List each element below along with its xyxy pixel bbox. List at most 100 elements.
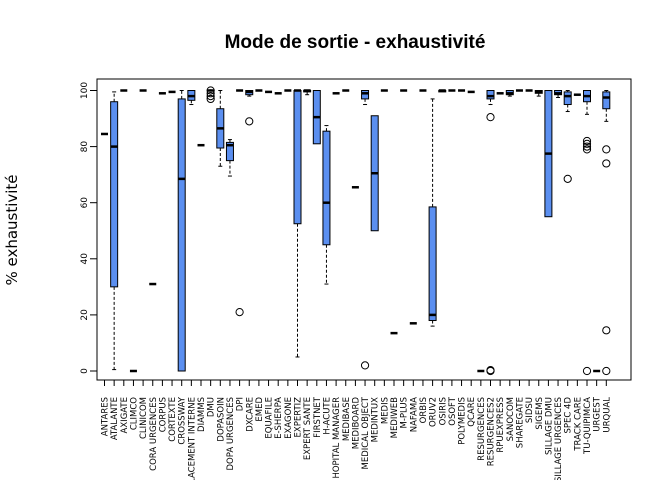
outlier-point	[206, 92, 215, 101]
box-iqr	[110, 101, 119, 288]
x-tick-label: URGEST	[593, 396, 603, 431]
box-osiris	[438, 89, 447, 93]
x-tick-label: SHAREGATE	[515, 397, 525, 448]
outlier-point	[602, 366, 611, 376]
x-tick-label: SANOCOM	[506, 397, 516, 441]
box-expertiz	[293, 89, 302, 358]
box-dopa-urgences	[225, 139, 234, 177]
outlier-point	[582, 139, 592, 148]
box-sillage-urgences	[554, 90, 563, 99]
box-iqr	[486, 90, 495, 100]
x-tick-label: EXPERTIZ	[294, 397, 304, 438]
x-tick-label: MEDICAL OBJECT	[361, 396, 371, 469]
box-medical-object	[360, 90, 370, 370]
x-tick-label: DPI	[236, 397, 246, 411]
box-crossway	[177, 90, 186, 372]
x-tick-label: DOPASOIN	[216, 397, 226, 442]
outlier-point	[206, 86, 215, 95]
outlier-point	[206, 89, 215, 98]
outlier-point	[582, 366, 592, 376]
x-tick-label: EMED	[255, 397, 265, 422]
outlier-point	[602, 326, 611, 335]
box-dmu	[206, 86, 215, 104]
box-firstnet	[312, 90, 321, 145]
box-iqr	[602, 91, 611, 110]
x-tick-label: RPUEXPRESS	[496, 397, 506, 453]
outlier-point	[582, 142, 592, 151]
box-h-acute	[322, 125, 331, 285]
box-atalante	[110, 91, 119, 371]
box-sillage-dmu	[544, 90, 553, 218]
outlier-point	[582, 136, 592, 146]
x-tick-label: CORPUS	[158, 397, 168, 432]
y-tick-label: 100	[80, 82, 90, 99]
x-tick-label: SPEC 4D	[564, 397, 574, 434]
x-tick-label: E-SHERPA	[274, 397, 284, 439]
x-tick-label: TU-QUIPIMCA	[583, 397, 593, 455]
y-axis-label: % exhaustivité	[3, 174, 21, 285]
x-tick-label: SILLAGE DMU	[544, 397, 554, 455]
x-tick-label: MEDINTUX	[371, 397, 381, 443]
box-urqual	[602, 90, 611, 376]
x-tick-label: URQUAL	[602, 397, 612, 433]
x-tick-label: HOPITAL MANAGER	[332, 397, 342, 479]
box-tu-quipimca	[582, 90, 592, 376]
x-tick-label: SIDSU	[525, 397, 535, 423]
box-iqr	[563, 91, 572, 106]
x-tick-label: SIGEMS	[535, 397, 545, 430]
box-iqr	[322, 130, 331, 246]
outlier-point	[563, 174, 572, 183]
x-tick-label: OSOFT	[448, 396, 458, 426]
x-tick-label: RESURGENCES2	[487, 397, 497, 466]
x-tick-label: M-PLUS	[400, 397, 410, 428]
outlier-point	[486, 366, 495, 375]
box-expert-sante	[303, 89, 312, 96]
y-tick-label: 40	[80, 253, 90, 265]
outlier-point	[245, 117, 254, 126]
x-tick-label: ORBIS	[419, 397, 429, 423]
box-iqr	[177, 98, 186, 372]
box-medintux	[370, 115, 379, 232]
boxes	[101, 86, 611, 376]
box-sanocom	[505, 90, 514, 97]
box-iqr	[361, 90, 370, 100]
box-dpi	[235, 89, 244, 317]
x-tick-label: TRACK CARE	[573, 397, 583, 452]
x-tick-label: CORTEXTE	[168, 397, 178, 442]
x-tick-label: EXAGONE	[284, 397, 294, 439]
box-sigems	[534, 90, 543, 97]
x-tick-label: DXCARE	[245, 397, 255, 432]
box-resurgences2	[486, 90, 495, 376]
x-tick-label: AXIGATE	[120, 397, 130, 433]
x-tick-label: CRYSTAL DEPLACEMENT INTERNE	[187, 397, 197, 480]
y-tick-label: 20	[80, 309, 90, 321]
outlier-point	[235, 307, 244, 317]
x-tick-label: MEDIBOARD	[351, 397, 361, 450]
x-tick-label: DOPA URGENCES	[226, 397, 236, 470]
outlier-point	[206, 94, 215, 104]
x-tick-label: POLYMEDIS	[458, 397, 468, 445]
box-oruv2	[428, 98, 437, 327]
x-tick-label: MEDIWEB	[390, 397, 400, 439]
x-tick-label: FIRSTNET	[313, 396, 323, 438]
outlier-point	[602, 159, 611, 168]
x-tick-label: MEDIBASE	[342, 397, 352, 441]
x-tick-label: SILLAGE URGENCES	[554, 397, 564, 480]
box-spec-4d	[563, 90, 572, 183]
x-tick-label: CLINICOM	[139, 397, 149, 439]
x-tick-label: OSIRIS	[438, 397, 448, 425]
box-iqr	[293, 90, 302, 225]
outlier-point	[582, 145, 592, 154]
x-tick-label: CORA URGENCES	[149, 397, 159, 471]
x-tick-label: DMU	[207, 397, 217, 417]
chart-title: Mode de sortie - exhaustivité	[225, 32, 486, 53]
x-tick-label: ORUV2	[429, 397, 439, 427]
x-tick-label: ATALANTE	[110, 397, 120, 440]
y-tick-label: 80	[80, 141, 90, 153]
y-axis: 0 20 40 60 80 100	[80, 82, 98, 374]
outlier-point	[486, 113, 495, 122]
y-tick-label: 0	[80, 368, 90, 374]
x-tick-label: ANTARES	[101, 397, 111, 436]
box-dxcare	[245, 90, 254, 126]
x-tick-label: H-ACUTE	[322, 397, 332, 435]
